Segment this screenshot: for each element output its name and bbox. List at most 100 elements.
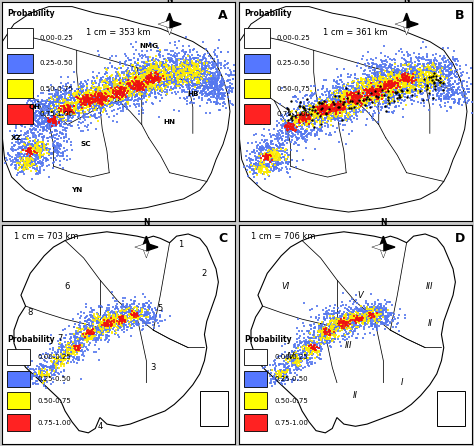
Point xyxy=(119,75,127,83)
Point xyxy=(27,111,35,118)
Point xyxy=(260,126,268,133)
Point xyxy=(193,70,201,77)
Point xyxy=(286,121,293,128)
Point xyxy=(64,108,72,116)
Point xyxy=(330,107,338,114)
Point xyxy=(273,161,281,168)
Point xyxy=(290,121,297,128)
Point xyxy=(85,97,92,104)
Point xyxy=(336,106,344,113)
Point xyxy=(45,100,53,107)
Point xyxy=(49,359,56,366)
Point xyxy=(427,68,435,75)
Point xyxy=(135,81,143,88)
Point xyxy=(374,98,382,105)
Point xyxy=(55,370,63,377)
Point xyxy=(104,83,111,90)
Point xyxy=(36,373,43,380)
Point xyxy=(55,111,62,118)
Point xyxy=(45,140,52,148)
Point xyxy=(440,66,448,73)
Point xyxy=(47,124,55,131)
Point xyxy=(128,79,136,87)
Point xyxy=(49,363,56,370)
Point xyxy=(105,324,113,331)
Point xyxy=(409,73,417,80)
Point xyxy=(31,157,39,164)
Point xyxy=(366,311,374,318)
Point xyxy=(128,62,136,69)
Point xyxy=(410,80,418,87)
Point xyxy=(90,79,97,87)
Point xyxy=(463,70,470,77)
Point xyxy=(51,146,59,153)
Point xyxy=(73,334,81,341)
Point xyxy=(54,107,62,115)
Point xyxy=(260,150,268,157)
Point xyxy=(144,81,152,88)
Point xyxy=(324,334,332,342)
Point xyxy=(109,94,117,101)
Point xyxy=(356,317,363,324)
Point xyxy=(51,360,58,367)
Point xyxy=(47,369,55,376)
Point xyxy=(86,101,94,108)
Point xyxy=(51,128,59,135)
Point xyxy=(278,367,286,374)
Point xyxy=(128,320,135,327)
Point xyxy=(383,107,390,114)
Point xyxy=(172,74,180,82)
Point xyxy=(59,109,67,116)
Point xyxy=(144,79,151,87)
Point xyxy=(90,97,97,104)
Point xyxy=(89,335,96,343)
Point xyxy=(51,110,58,117)
Point xyxy=(451,83,458,91)
Point xyxy=(195,94,202,101)
Point xyxy=(162,71,169,78)
Point xyxy=(73,346,81,353)
Point xyxy=(390,78,397,85)
Point xyxy=(329,122,337,129)
Point xyxy=(337,100,344,107)
Point xyxy=(137,309,145,316)
Point xyxy=(425,107,432,114)
Point xyxy=(284,126,292,133)
Point xyxy=(18,144,25,151)
Point xyxy=(135,85,143,92)
Point xyxy=(350,99,357,106)
Point xyxy=(133,87,141,95)
Point xyxy=(109,92,117,99)
Point xyxy=(296,354,304,361)
Point xyxy=(137,313,145,320)
Point xyxy=(59,90,67,97)
Point xyxy=(82,114,90,121)
Point xyxy=(371,70,378,77)
Point xyxy=(377,300,384,307)
Point xyxy=(55,93,63,100)
Point xyxy=(82,108,89,116)
Point xyxy=(216,83,224,91)
Point xyxy=(92,95,100,102)
Point xyxy=(18,144,25,151)
Point xyxy=(28,358,36,365)
Point xyxy=(143,307,151,314)
Point xyxy=(142,73,149,80)
Point xyxy=(35,371,43,378)
Point xyxy=(156,78,164,85)
Point xyxy=(349,92,357,99)
Point xyxy=(264,143,271,150)
Point xyxy=(383,318,391,325)
Point xyxy=(331,317,338,324)
Point xyxy=(277,121,284,128)
Point xyxy=(258,147,266,154)
Point xyxy=(107,320,114,327)
Point xyxy=(273,145,281,153)
Point xyxy=(345,92,353,99)
Point xyxy=(214,97,221,104)
Point xyxy=(85,336,92,343)
Point xyxy=(311,360,319,367)
Point xyxy=(292,93,299,100)
Point xyxy=(289,118,296,125)
Point xyxy=(389,85,396,92)
